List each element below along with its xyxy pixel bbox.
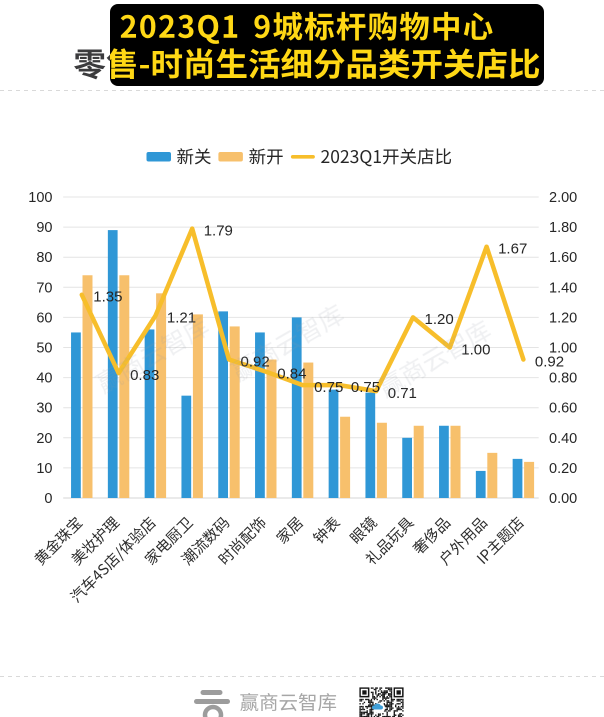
svg-text:0.20: 0.20: [549, 461, 577, 477]
svg-text:60: 60: [36, 310, 52, 326]
svg-text:0.00: 0.00: [549, 491, 577, 507]
svg-text:20: 20: [36, 431, 52, 447]
svg-text:1.40: 1.40: [549, 280, 577, 296]
svg-text:70: 70: [36, 280, 52, 296]
svg-text:1.21: 1.21: [167, 310, 196, 327]
svg-text:1.80: 1.80: [549, 220, 577, 236]
svg-text:1.20: 1.20: [549, 310, 577, 326]
svg-text:0.84: 0.84: [277, 365, 306, 382]
svg-text:50: 50: [36, 341, 52, 357]
svg-text:1.35: 1.35: [93, 289, 122, 306]
svg-text:1.67: 1.67: [498, 241, 527, 258]
svg-text:0.83: 0.83: [130, 367, 159, 384]
svg-text:80: 80: [36, 250, 52, 266]
svg-text:1.00: 1.00: [549, 341, 577, 357]
svg-text:10: 10: [36, 461, 52, 477]
svg-text:0.75: 0.75: [351, 379, 380, 396]
svg-text:1.79: 1.79: [204, 222, 233, 239]
svg-text:0.71: 0.71: [388, 385, 417, 402]
svg-text:0.60: 0.60: [549, 401, 577, 417]
svg-text:100: 100: [28, 190, 52, 206]
svg-text:0.75: 0.75: [314, 379, 343, 396]
svg-text:1.60: 1.60: [549, 250, 577, 266]
svg-text:0.40: 0.40: [549, 431, 577, 447]
svg-text:90: 90: [36, 220, 52, 236]
svg-text:1.00: 1.00: [461, 341, 490, 358]
svg-text:30: 30: [36, 401, 52, 417]
svg-text:0.80: 0.80: [549, 371, 577, 387]
svg-text:0: 0: [44, 491, 52, 507]
svg-text:0.92: 0.92: [535, 353, 564, 370]
svg-text:40: 40: [36, 371, 52, 387]
svg-text:2.00: 2.00: [549, 190, 577, 206]
svg-text:1.20: 1.20: [425, 311, 454, 328]
